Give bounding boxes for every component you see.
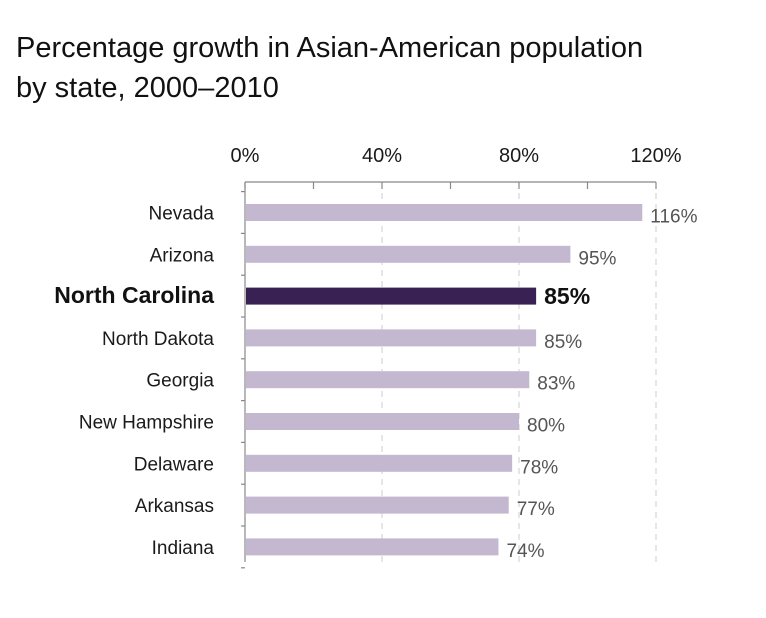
bar-delaware (246, 454, 513, 472)
bar-georgia (246, 371, 530, 389)
chart-title-line-1: Percentage growth in Asian-American popu… (16, 32, 644, 64)
value-label: 77% (517, 499, 555, 520)
x-tick-label: 40% (362, 145, 402, 167)
chart-subtitle: by state, 2000–2010 (16, 72, 279, 104)
value-label: 74% (506, 541, 544, 562)
bar-nevada (246, 204, 643, 221)
bar-north-dakota (246, 329, 537, 347)
value-label: 85% (544, 283, 590, 309)
x-tick-label: 80% (499, 145, 539, 167)
category-label: Arizona (150, 245, 215, 266)
bar-north-carolina (246, 287, 537, 305)
value-label: 80% (527, 416, 565, 437)
category-label: Arkansas (135, 496, 214, 517)
category-label: Nevada (149, 204, 215, 225)
bar-new-hampshire (246, 413, 519, 430)
value-label: 116% (650, 207, 697, 228)
value-label: 85% (544, 332, 582, 353)
bar-arizona (246, 245, 571, 263)
x-tick-label: 120% (630, 145, 681, 167)
value-label: 83% (537, 374, 575, 395)
x-tick-label: 0% (231, 145, 260, 167)
value-label: 95% (578, 248, 616, 269)
value-label: 78% (520, 457, 558, 478)
chart-title: Percentage growth in Asian-American popu… (16, 28, 643, 108)
category-label: North Dakota (102, 329, 214, 350)
category-label: Georgia (146, 371, 214, 392)
category-label: New Hampshire (79, 413, 214, 434)
category-label: Delaware (134, 454, 214, 475)
category-label: Indiana (152, 538, 215, 559)
bar-arkansas (246, 496, 509, 514)
bar-indiana (246, 538, 499, 556)
category-label: North Carolina (54, 282, 214, 308)
